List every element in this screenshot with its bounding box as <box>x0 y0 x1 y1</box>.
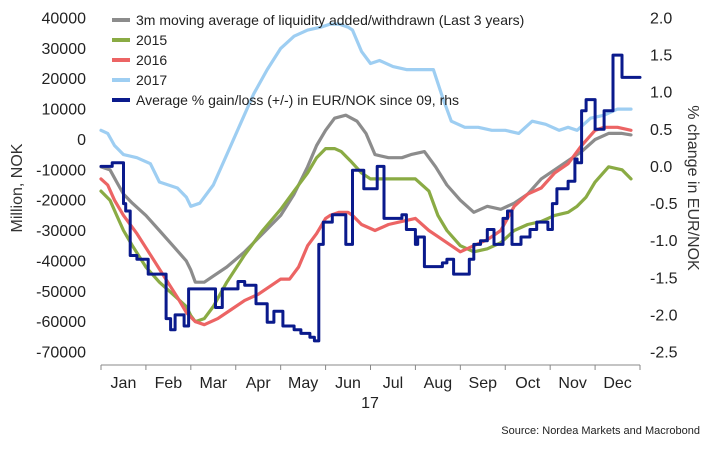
legend-label: 2015 <box>136 32 167 48</box>
legend: 3m moving average of liquidity added/wit… <box>112 12 524 108</box>
right-tick-label: 0.5 <box>650 122 672 139</box>
right-tick-label: -1.0 <box>650 233 678 250</box>
legend-label: 2016 <box>136 52 167 68</box>
x-tick-label: Sep <box>469 375 498 392</box>
x-tick-label: Jan <box>111 375 137 392</box>
x-tick-label: Jun <box>335 375 361 392</box>
x-tick-label: Dec <box>603 375 631 392</box>
left-tick-label: -60000 <box>36 314 86 331</box>
right-tick-label: -0.5 <box>650 196 678 213</box>
right-tick-label: -2.0 <box>650 307 678 324</box>
series-line-4 <box>99 53 642 343</box>
x-year-label: 17 <box>361 395 379 412</box>
left-tick-label: -50000 <box>36 284 86 301</box>
x-tick-label: Nov <box>558 375 586 392</box>
x-axis-ticks: Jan Feb Mar Apr May Jun Jul Aug Sep Oct Nov Dec <box>100 365 641 392</box>
right-tick-label: -1.5 <box>650 270 678 287</box>
left-tick-label: 10000 <box>42 102 87 119</box>
x-tick-label: Jul <box>383 375 403 392</box>
right-tick-label: 1.5 <box>650 48 672 65</box>
right-tick-label: 1.0 <box>650 85 672 102</box>
left-tick-label: -20000 <box>36 193 86 210</box>
left-y-axis-ticks: 40000 30000 20000 10000 0 -10000 -20000 -30000 -… <box>36 11 86 362</box>
right-y-axis-ticks: 2.0 1.5 1.0 0.5 0.0 -0.5 -1.0 -1.5 -2.0 -2.5 <box>650 11 678 362</box>
left-tick-label: 30000 <box>42 41 87 58</box>
right-axis-title: % change in EUR/NOK <box>684 105 701 271</box>
left-tick-label: -70000 <box>36 345 86 362</box>
legend-label: 2017 <box>136 72 167 88</box>
legend-label: Average % gain/loss (+/-) in EUR/NOK sin… <box>136 92 459 108</box>
x-tick-label: Apr <box>246 375 272 392</box>
axes: Jan Feb Mar Apr May Jun Jul Aug Sep Oct Nov Dec 400… <box>36 11 678 393</box>
left-tick-label: -10000 <box>36 162 86 179</box>
series-line-1 <box>99 147 633 324</box>
right-tick-label: 0.0 <box>650 159 672 176</box>
series-line-2 <box>99 125 633 327</box>
x-tick-label: May <box>288 375 318 392</box>
source-note: Source: Nordea Markets and Macrobond <box>501 425 700 437</box>
series-lines <box>99 22 642 343</box>
left-tick-label: -30000 <box>36 223 86 240</box>
left-tick-label: 40000 <box>42 11 87 28</box>
left-tick-label: 20000 <box>42 71 87 88</box>
x-tick-label: Oct <box>515 375 540 392</box>
x-tick-label: Feb <box>155 375 183 392</box>
series-line-3 <box>99 22 633 208</box>
legend-label: 3m moving average of liquidity added/wit… <box>136 12 524 28</box>
left-axis-title: Million, NOK <box>9 143 26 232</box>
left-tick-label: 0 <box>77 132 86 149</box>
right-tick-label: 2.0 <box>650 11 672 28</box>
x-tick-label: Aug <box>424 375 452 392</box>
right-tick-label: -2.5 <box>650 345 678 362</box>
left-tick-label: -40000 <box>36 253 86 270</box>
x-tick-label: Mar <box>200 375 228 392</box>
series-line-0 <box>99 113 633 284</box>
